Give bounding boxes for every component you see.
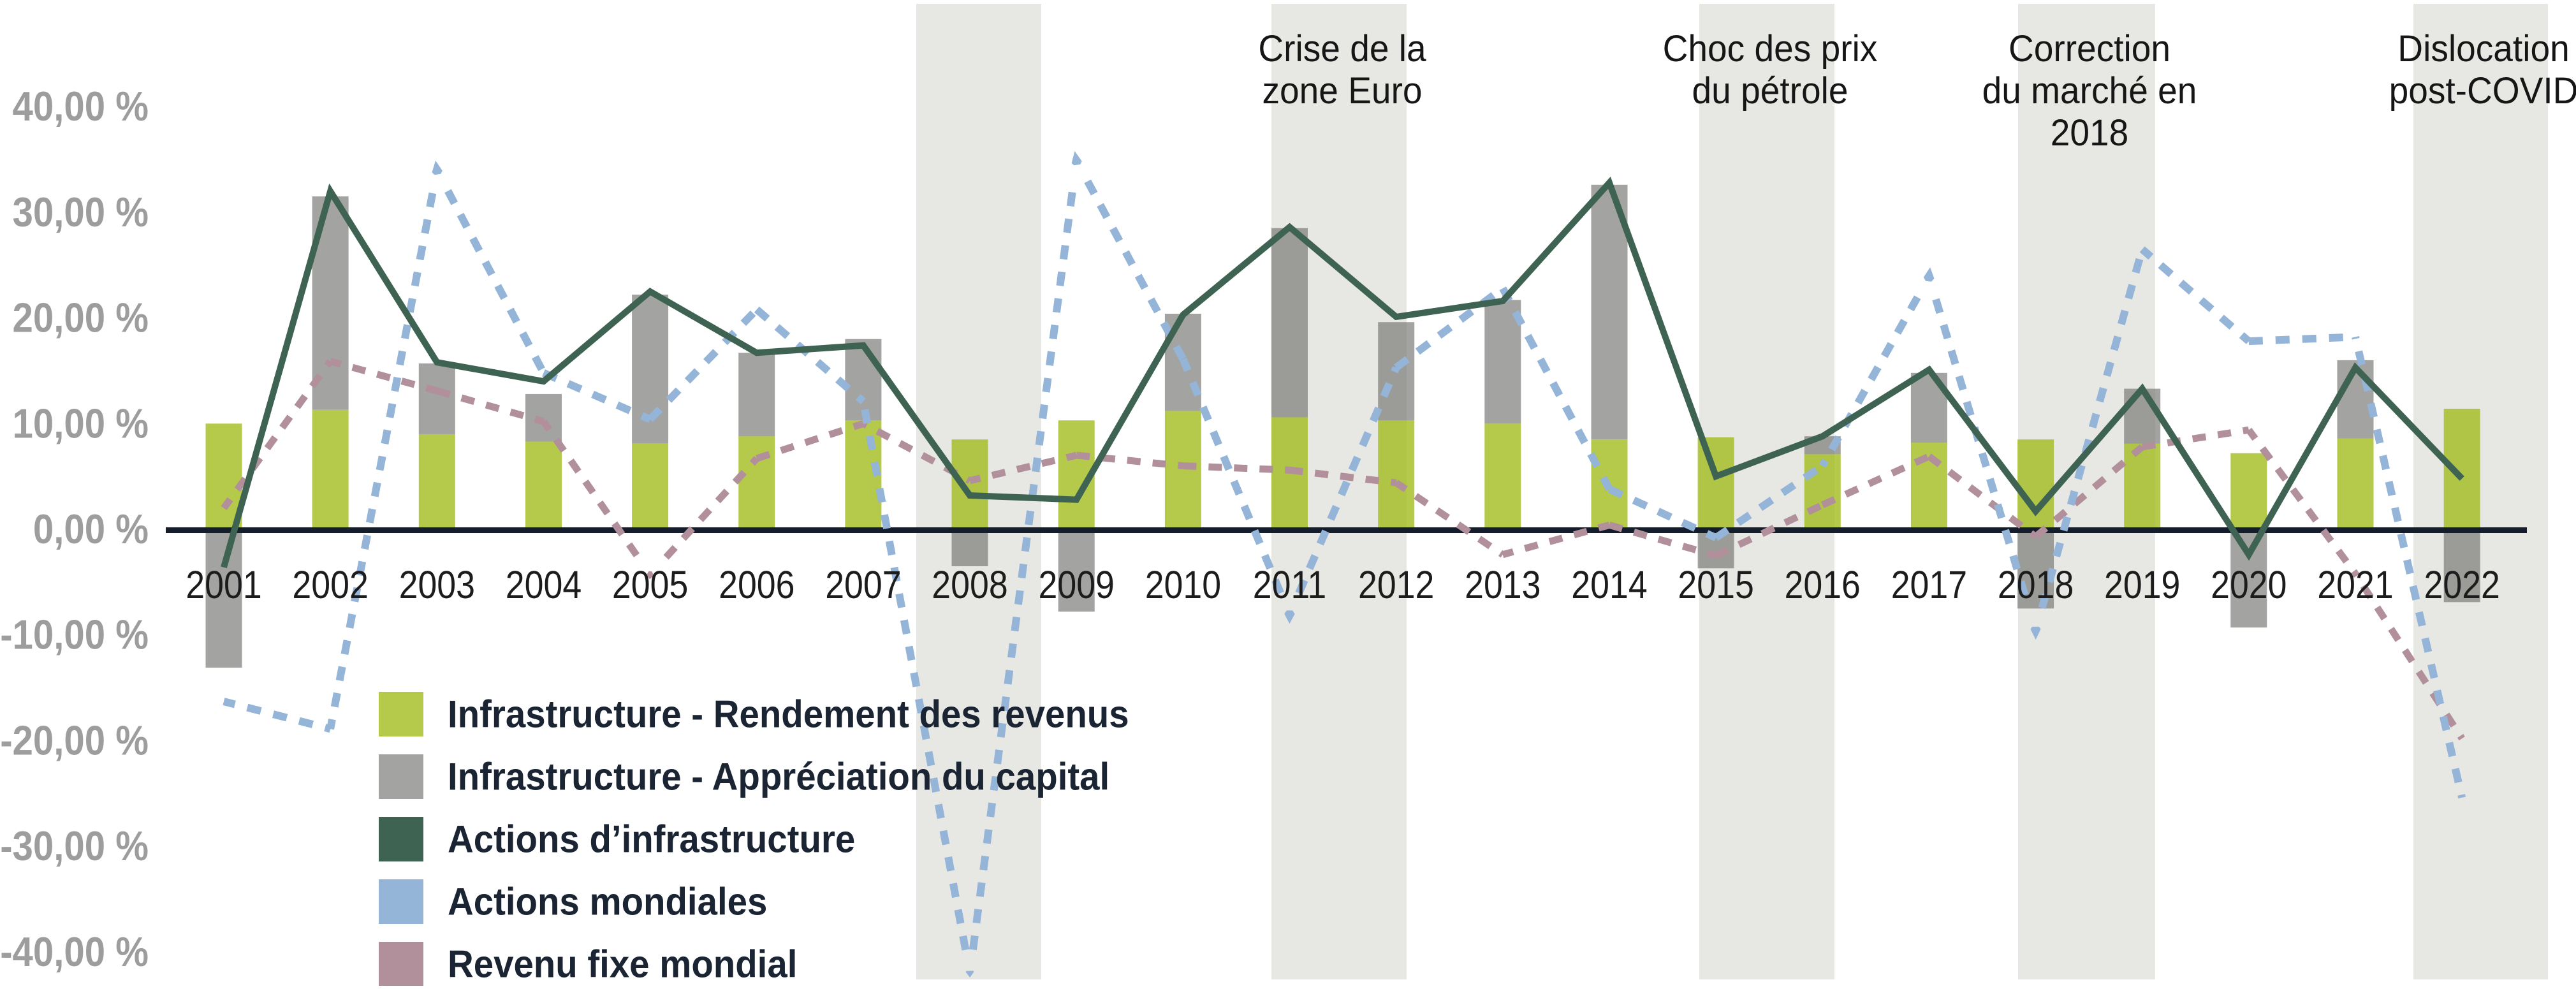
- svg-text:2005: 2005: [612, 564, 688, 607]
- svg-text:-20,00 %: -20,00 %: [0, 717, 149, 764]
- svg-text:Infrastructure - Appréciation: Infrastructure - Appréciation du capital: [448, 756, 1109, 798]
- svg-text:2001: 2001: [186, 564, 261, 607]
- svg-text:2016: 2016: [1785, 564, 1861, 607]
- svg-text:2018: 2018: [2051, 112, 2129, 154]
- svg-text:Actions d’infrastructure: Actions d’infrastructure: [448, 818, 855, 861]
- svg-text:Choc des prix: Choc des prix: [1663, 28, 1878, 70]
- svg-text:Infrastructure - Rendement des: Infrastructure - Rendement des revenus: [448, 693, 1129, 736]
- svg-text:Correction: Correction: [2009, 28, 2170, 70]
- svg-text:2009: 2009: [1039, 564, 1115, 607]
- svg-text:2007: 2007: [825, 564, 901, 607]
- svg-text:Actions mondiales: Actions mondiales: [448, 881, 767, 923]
- svg-text:10,00 %: 10,00 %: [13, 400, 149, 447]
- svg-text:2019: 2019: [2104, 564, 2180, 607]
- svg-text:2021: 2021: [2317, 564, 2393, 607]
- svg-text:0,00 %: 0,00 %: [33, 506, 149, 553]
- svg-text:2022: 2022: [2424, 564, 2500, 607]
- svg-text:2017: 2017: [1891, 564, 1967, 607]
- svg-text:post-COVID: post-COVID: [2389, 70, 2576, 112]
- svg-text:2020: 2020: [2211, 564, 2287, 607]
- svg-text:2003: 2003: [399, 564, 475, 607]
- svg-text:2018: 2018: [1998, 564, 2074, 607]
- svg-text:40,00 %: 40,00 %: [13, 84, 149, 130]
- svg-text:2004: 2004: [506, 564, 582, 607]
- svg-text:-40,00 %: -40,00 %: [0, 929, 149, 976]
- svg-text:zone Euro: zone Euro: [1262, 70, 1422, 112]
- svg-text:-30,00 %: -30,00 %: [0, 823, 149, 870]
- svg-text:du marché en: du marché en: [1982, 70, 2197, 112]
- svg-text:2015: 2015: [1678, 564, 1753, 607]
- svg-text:20,00 %: 20,00 %: [13, 295, 149, 342]
- svg-text:Dislocation: Dislocation: [2397, 28, 2569, 70]
- svg-text:2002: 2002: [292, 564, 368, 607]
- svg-text:2010: 2010: [1145, 564, 1221, 607]
- svg-text:2012: 2012: [1358, 564, 1434, 607]
- svg-text:30,00 %: 30,00 %: [13, 189, 149, 236]
- svg-text:Crise de la: Crise de la: [1258, 28, 1426, 70]
- svg-text:du pétrole: du pétrole: [1692, 70, 1848, 112]
- svg-text:Revenu fixe mondial: Revenu fixe mondial: [448, 943, 797, 986]
- svg-text:2006: 2006: [719, 564, 794, 607]
- svg-text:2014: 2014: [1571, 564, 1647, 607]
- svg-text:2013: 2013: [1465, 564, 1540, 607]
- svg-text:2011: 2011: [1253, 564, 1326, 607]
- svg-text:-10,00 %: -10,00 %: [0, 612, 149, 659]
- svg-text:2008: 2008: [932, 564, 1007, 607]
